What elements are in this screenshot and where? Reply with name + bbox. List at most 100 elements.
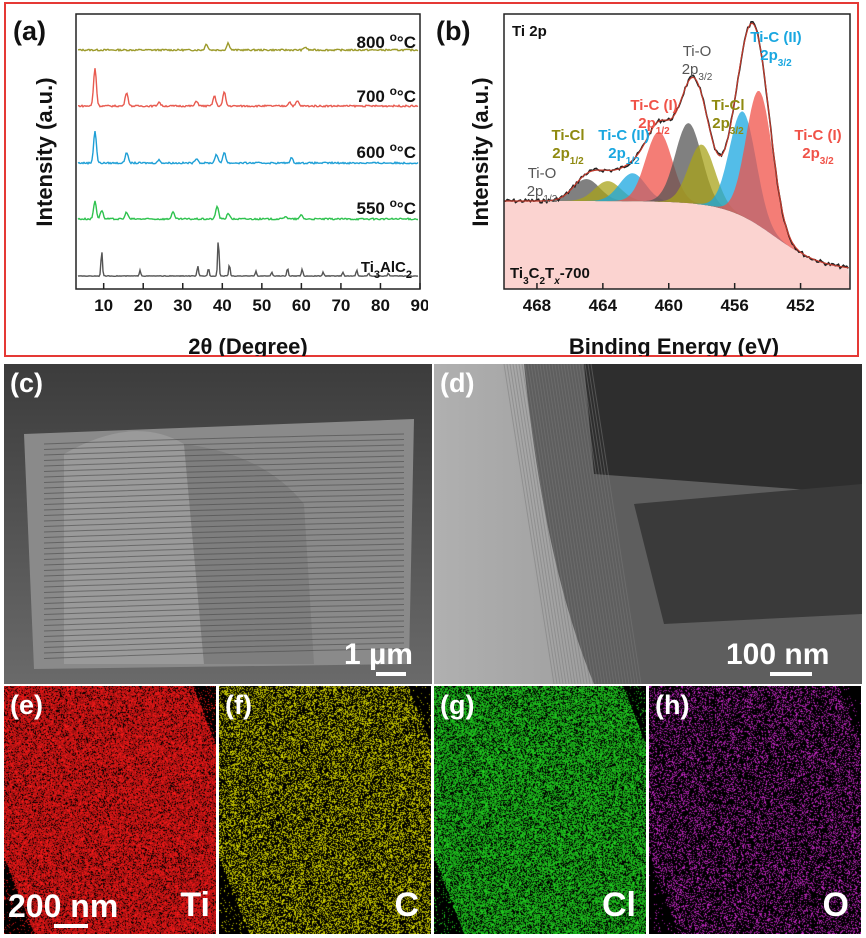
eds-scale-bar: [54, 924, 88, 928]
xps-y-axis-label: Intensity (a.u.): [468, 77, 493, 226]
xrd-x-tick-label: 10: [94, 296, 113, 315]
xrd-series-line: [77, 200, 418, 221]
series-label-ti3alc2: Ti3AlC2: [361, 259, 412, 281]
tem-fringe-line: [587, 364, 639, 684]
sem-layer-line: [43, 560, 405, 571]
tem-fringe-line: [542, 364, 594, 684]
eds-map-o: (h) O: [649, 686, 861, 934]
sem-layer-line: [43, 532, 405, 544]
tem-fringe-line: [509, 364, 561, 684]
sem-layer-line: [43, 598, 405, 610]
sem-layer-line: [43, 477, 405, 489]
tem-fringe-line: [506, 364, 558, 684]
xps-envelope: [504, 22, 849, 269]
series-label-700: 700 o°C: [356, 84, 416, 106]
xrd-x-tick-label: 70: [331, 296, 350, 315]
xps-peak-label: Ti-C (II): [750, 29, 801, 46]
tem-fringe-line: [539, 364, 591, 684]
sem-layer-line: [43, 433, 405, 445]
sem-layer-line: [43, 593, 405, 604]
xrd-y-axis-label: Intensity (a.u.): [32, 77, 57, 226]
tem-fringe-line: [551, 364, 603, 684]
sem-image-panel: (c) 1 µm: [4, 364, 432, 684]
sem-layer-line: [43, 538, 405, 549]
sem-layer-line: [43, 571, 405, 582]
sem-layer-line: [43, 505, 405, 516]
xrd-x-tick-label: 80: [371, 296, 390, 315]
tem-fringe-line: [536, 364, 588, 684]
tem-scale-bar: [770, 672, 812, 676]
sem-layer-line: [43, 450, 405, 461]
xps-plot-frame: [503, 13, 851, 290]
xrd-x-tick-label: 20: [134, 296, 153, 315]
sem-layer-line: [43, 626, 405, 637]
sem-layer-line: [43, 549, 405, 560]
tem-fringe-line: [530, 364, 582, 684]
xrd-series-line: [77, 242, 419, 278]
xrd-chart: (a) Intensity (a.u.) 2θ (Degree) 10 20 30 4…: [13, 13, 428, 356]
tem-fringe-line: [518, 364, 570, 684]
xps-peak-orbital: 2p1/2: [608, 145, 640, 167]
sem-layer-line: [43, 637, 405, 648]
tem-fringe-line: [503, 364, 555, 684]
sem-layer-line: [43, 648, 405, 659]
sem-layer-line: [43, 466, 405, 478]
sem-layer-line: [43, 587, 405, 599]
panel-label-b: (b): [436, 16, 470, 46]
tem-fringe-line: [515, 364, 567, 684]
xps-chart: (b) Intensity (a.u.) Binding Energy (eV)…: [436, 13, 851, 356]
xps-peak-label: Ti-C (II): [598, 127, 649, 144]
xps-x-tick-label: 456: [720, 296, 748, 315]
sem-layer-line: [43, 488, 405, 500]
sem-layer-line: [43, 582, 405, 593]
xrd-plot-frame: [75, 13, 421, 290]
eds-o-canvas: [649, 686, 861, 934]
sem-layer-line: [43, 576, 405, 588]
xps-x-tick-label: 452: [786, 296, 814, 315]
sem-layer-line: [43, 499, 405, 511]
xps-peak-orbital: 2p3/2: [712, 115, 744, 137]
tem-fringe-line: [566, 364, 618, 684]
sem-layer-line: [43, 615, 405, 626]
sem-layer-line: [43, 565, 405, 577]
sem-layer-line: [43, 472, 405, 483]
xps-peak-orbital: 2p3/2: [802, 145, 834, 167]
panel-label-g: (g): [440, 690, 475, 720]
panel-label-c: (c): [10, 368, 43, 398]
panel-label-d: (d): [440, 368, 475, 398]
xrd-x-tick-label: 40: [213, 296, 232, 315]
sem-layer-line: [43, 516, 405, 527]
xps-peak-orbital: 2p3/2: [682, 61, 713, 83]
tem-fringe-line: [563, 364, 615, 684]
series-label-600: 600 o°C: [356, 140, 416, 162]
sem-layer-line: [43, 521, 405, 533]
xps-x-tick-label: 460: [655, 296, 683, 315]
xrd-series-line: [77, 131, 419, 165]
xps-peak-label: Ti-O: [528, 165, 557, 182]
panel-label-a: (a): [13, 16, 46, 46]
tem-fringe-line: [512, 364, 564, 684]
top-panels-frame: [4, 2, 859, 357]
eds-ti-canvas: [4, 686, 216, 934]
panel-label-f: (f): [225, 690, 252, 720]
xps-peak-label: Ti-C (I): [794, 127, 841, 144]
xps-peak-label: Ti-Cl: [711, 97, 744, 114]
series-label-800: 800 o°C: [356, 30, 416, 52]
sem-layer-line: [43, 609, 405, 621]
xrd-series-line: [77, 68, 419, 108]
xps-peak-label: Ti-Cl: [551, 127, 584, 144]
eds-map-c: (f) C: [219, 686, 431, 934]
element-label-c: C: [394, 886, 419, 924]
element-label-cl: Cl: [602, 886, 636, 924]
tem-fringe-line: [545, 364, 597, 684]
sem-layer-line: [43, 604, 405, 615]
tem-fringe-line: [572, 364, 624, 684]
xrd-x-tick-label: 50: [252, 296, 271, 315]
xps-peak-label: Ti-O: [683, 43, 712, 60]
xps-x-tick-label: 464: [589, 296, 618, 315]
xps-peak-orbital: 2p3/2: [760, 47, 792, 69]
tem-fringe-line: [557, 364, 609, 684]
sem-scale-bar: [376, 672, 406, 676]
xrd-x-tick-label: 30: [173, 296, 192, 315]
xps-background-area: [504, 201, 850, 289]
